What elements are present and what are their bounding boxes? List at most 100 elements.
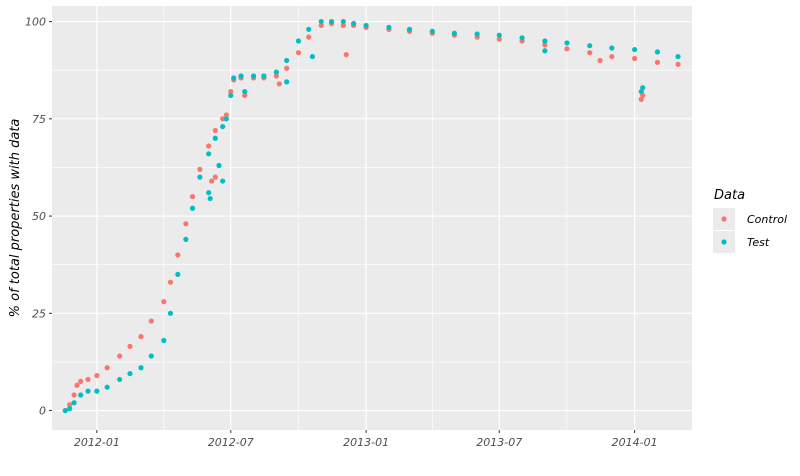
data-point <box>189 205 196 211</box>
data-point <box>85 388 91 394</box>
data-point <box>284 57 290 64</box>
data-point <box>474 31 480 37</box>
data-point <box>67 406 73 412</box>
data-point <box>206 143 212 149</box>
data-point-outlier <box>276 81 282 87</box>
data-point <box>223 116 229 122</box>
data-point-outlier <box>343 52 349 58</box>
data-point <box>78 378 84 384</box>
data-point <box>197 174 203 180</box>
data-point <box>220 123 226 130</box>
data-point <box>148 353 154 359</box>
data-point <box>71 400 77 406</box>
data-point <box>340 22 346 29</box>
data-point <box>167 310 174 316</box>
data-point <box>62 407 68 414</box>
series-test <box>62 18 681 414</box>
data-point <box>231 75 237 81</box>
data-point <box>363 22 369 29</box>
data-points <box>62 18 681 414</box>
data-point <box>496 36 502 42</box>
data-point <box>223 112 229 118</box>
data-point-outlier <box>640 85 646 91</box>
legend-dot-control <box>721 216 727 222</box>
legend-label-test: Test <box>747 236 770 249</box>
data-point <box>167 279 174 285</box>
data-point-outlier <box>216 162 222 169</box>
x-tick-label: 2012-01 <box>74 436 120 449</box>
data-point <box>609 53 615 60</box>
data-point-outlier <box>242 92 248 99</box>
data-point <box>542 38 548 44</box>
data-point <box>67 402 73 408</box>
data-point <box>273 73 279 79</box>
data-point <box>138 334 144 340</box>
data-point <box>564 40 570 46</box>
data-point <box>228 88 234 95</box>
data-point <box>429 28 435 34</box>
data-point <box>71 392 77 398</box>
data-point <box>189 194 196 200</box>
data-point <box>183 221 189 227</box>
data-point <box>273 69 279 75</box>
x-tick-label: 2013-01 <box>343 436 389 449</box>
data-point <box>654 49 661 55</box>
data-point <box>138 365 144 371</box>
data-point <box>340 18 346 25</box>
data-point-outlier <box>242 88 248 95</box>
y-tick-label: 75 <box>32 113 46 126</box>
data-point <box>175 271 181 278</box>
data-point <box>542 42 548 48</box>
y-tick-label: 25 <box>32 307 46 320</box>
data-point <box>197 166 203 172</box>
data-point <box>85 376 91 383</box>
legend-label-control: Control <box>747 213 787 226</box>
data-point <box>306 26 312 32</box>
y-tick-label: 100 <box>25 16 46 29</box>
data-point <box>587 50 593 56</box>
grid-minor <box>52 6 692 430</box>
data-point <box>295 38 302 44</box>
data-point <box>206 151 212 157</box>
data-point <box>328 18 335 25</box>
data-point-outlier <box>542 48 548 54</box>
grid-major <box>52 6 692 430</box>
x-tick-label: 2013-07 <box>476 436 522 449</box>
data-point <box>675 61 681 67</box>
y-tick-label: 0 <box>39 405 46 418</box>
plot-panel <box>52 6 692 430</box>
data-point <box>654 59 661 66</box>
data-point <box>284 65 290 71</box>
data-point <box>238 73 244 79</box>
data-point <box>318 22 324 29</box>
data-point <box>564 46 570 52</box>
data-point <box>406 26 413 32</box>
data-point <box>228 92 234 99</box>
data-point <box>306 34 312 40</box>
data-point <box>94 372 100 379</box>
data-point <box>161 337 167 344</box>
data-point <box>148 318 154 324</box>
data-point <box>212 135 218 141</box>
data-point-outlier <box>207 195 213 202</box>
data-point-outlier <box>309 53 316 60</box>
data-point <box>212 127 218 134</box>
data-point <box>117 376 123 383</box>
data-point <box>74 382 80 388</box>
data-point <box>496 32 502 38</box>
data-point <box>104 365 110 371</box>
legend-title: Data <box>714 188 745 203</box>
data-point <box>519 35 525 41</box>
data-point <box>632 46 638 53</box>
data-point <box>220 116 226 122</box>
data-point <box>127 370 133 377</box>
data-point <box>117 353 123 359</box>
data-point-outlier <box>212 174 218 180</box>
data-point <box>175 252 181 258</box>
data-point <box>386 24 392 30</box>
y-tick-label: 50 <box>32 210 46 223</box>
data-point-outlier <box>220 178 226 184</box>
data-point <box>161 299 167 305</box>
data-point <box>250 73 257 79</box>
